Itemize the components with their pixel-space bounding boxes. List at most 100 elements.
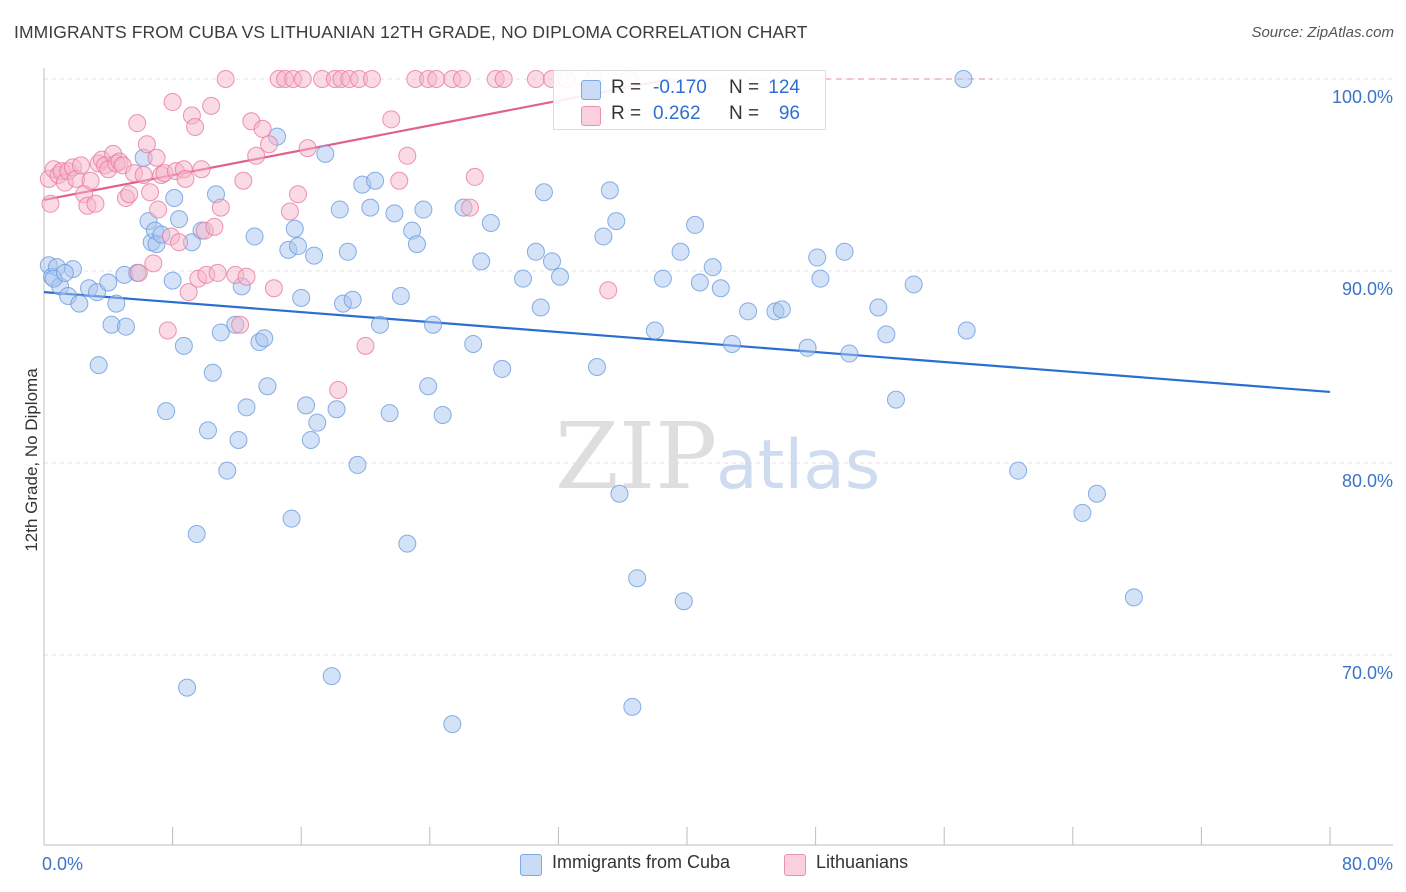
point-cuba [628, 569, 647, 588]
point-cuba [174, 336, 193, 355]
watermark-atlas: atlas [716, 426, 880, 505]
point-cuba [526, 242, 545, 261]
point-lithuanian [141, 183, 160, 202]
point-cuba [433, 406, 452, 424]
point-cuba [623, 697, 642, 716]
point-cuba [472, 252, 491, 271]
point-lithuanian [356, 336, 375, 355]
point-lithuanian [216, 70, 235, 88]
point-lithuanian [329, 381, 348, 400]
point-lithuanian [298, 139, 317, 158]
point-cuba [245, 227, 264, 246]
point-lithuanian [264, 279, 283, 298]
point-lithuanian [237, 267, 256, 286]
point-cuba [301, 430, 320, 449]
point-cuba [739, 302, 758, 321]
point-cuba [316, 144, 335, 163]
point-cuba [493, 359, 512, 378]
y-tick-label: 70.0% [1342, 663, 1393, 683]
point-cuba [163, 271, 182, 290]
point-cuba [690, 273, 709, 292]
point-lithuanian [205, 217, 224, 236]
point-lithuanian [293, 70, 312, 88]
point-cuba [165, 189, 184, 208]
x-tick-label: 80.0% [1342, 854, 1393, 874]
point-lithuanian [202, 96, 221, 115]
point-lithuanian [170, 233, 189, 252]
point-lithuanian [128, 114, 147, 133]
point-cuba [198, 421, 217, 440]
point-cuba [308, 413, 327, 432]
data-points [39, 70, 1143, 734]
point-lithuanian [494, 70, 513, 88]
point-cuba [292, 288, 311, 307]
legend-swatch-lithuanians [784, 854, 806, 876]
point-lithuanian [41, 194, 60, 213]
point-cuba [157, 402, 176, 421]
point-lithuanian [427, 70, 446, 88]
point-lithuanian [465, 167, 484, 186]
point-cuba [305, 246, 324, 265]
point-cuba [55, 263, 74, 282]
legend-swatch-cuba [520, 854, 542, 876]
point-cuba [99, 273, 118, 292]
n-label: N = [729, 77, 760, 98]
y-tick-label: 80.0% [1342, 471, 1393, 491]
point-lithuanian [192, 160, 211, 179]
point-cuba [229, 430, 248, 449]
point-cuba [674, 592, 693, 611]
point-cuba [808, 248, 827, 267]
point-cuba [835, 242, 854, 261]
point-cuba [327, 400, 346, 419]
point-lithuanian [526, 70, 545, 88]
point-cuba [178, 678, 197, 697]
point-lithuanian [260, 135, 279, 154]
x-tick-label: 0.0% [42, 854, 83, 874]
point-lithuanian [134, 166, 153, 184]
point-cuba [711, 279, 730, 298]
point-lithuanian [599, 281, 618, 300]
point-cuba [542, 252, 561, 271]
point-cuba [481, 214, 500, 232]
point-lithuanian [144, 254, 163, 273]
stats-row-cuba: R = -0.170 N = 124 [554, 77, 825, 103]
legend-label-lithuanians: Lithuanians [816, 852, 909, 872]
point-cuba [1087, 484, 1106, 503]
point-cuba [361, 198, 380, 217]
point-cuba [798, 338, 817, 357]
point-cuba [424, 315, 443, 334]
point-cuba [380, 404, 399, 423]
n-label: N = [729, 103, 760, 124]
point-cuba [414, 200, 433, 219]
point-lithuanian [390, 171, 409, 190]
cuba-swatch [581, 80, 601, 100]
point-cuba [330, 200, 349, 219]
point-lithuanian [186, 118, 205, 136]
point-cuba [187, 525, 206, 544]
point-lithuanian [179, 283, 198, 302]
point-cuba [600, 181, 619, 200]
point-cuba [211, 323, 230, 342]
point-cuba [70, 294, 89, 313]
point-cuba [904, 275, 923, 294]
point-lithuanian [86, 194, 105, 213]
point-cuba [551, 267, 570, 286]
point-cuba [385, 204, 404, 223]
n-value: 96 [778, 103, 800, 124]
point-cuba [322, 667, 341, 686]
point-cuba [297, 396, 316, 415]
point-cuba [1009, 461, 1028, 480]
r-value: -0.170 [653, 77, 707, 98]
point-cuba [703, 258, 722, 277]
point-cuba [255, 329, 274, 348]
point-cuba [443, 715, 462, 734]
legend-label-cuba: Immigrants from Cuba [552, 852, 731, 872]
point-cuba [957, 321, 976, 340]
point-cuba [840, 344, 859, 363]
point-cuba [258, 377, 277, 396]
point-cuba [348, 455, 367, 474]
point-lithuanian [176, 169, 195, 188]
gridlines [44, 78, 1395, 656]
source-credit: Source: ZipAtlas.com [1251, 24, 1394, 41]
